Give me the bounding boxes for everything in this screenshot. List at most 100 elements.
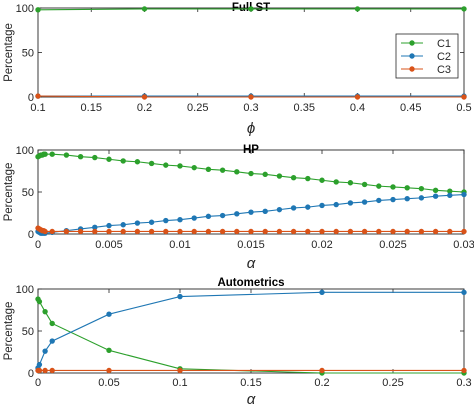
- data-point: [418, 185, 425, 192]
- data-point: [92, 228, 98, 235]
- data-point: [432, 228, 439, 235]
- data-point: [205, 228, 212, 235]
- data-point: [106, 222, 112, 229]
- series-C1: [35, 6, 467, 13]
- y-tick-label: 100: [16, 284, 34, 296]
- data-point: [276, 173, 283, 179]
- x-axis-label: α: [247, 391, 256, 408]
- data-point: [248, 6, 254, 12]
- legend-marker: [409, 40, 415, 46]
- y-tick-label: 0: [28, 368, 34, 380]
- data-point: [404, 185, 410, 191]
- data-point: [219, 167, 226, 173]
- data-point: [319, 367, 325, 374]
- data-point: [248, 170, 254, 177]
- data-point: [77, 228, 84, 235]
- x-tick-label: 0.5: [456, 102, 471, 114]
- data-point: [191, 215, 197, 221]
- data-point: [333, 179, 339, 185]
- data-point: [333, 201, 339, 208]
- data-point: [35, 93, 41, 99]
- x-tick-label: 0.35: [294, 102, 315, 114]
- data-point: [361, 228, 368, 235]
- data-point: [120, 158, 126, 164]
- data-point: [290, 228, 297, 235]
- legend-label: C3: [437, 64, 451, 76]
- data-point: [49, 367, 55, 374]
- data-point: [148, 160, 155, 167]
- data-point: [191, 228, 197, 235]
- data-point: [163, 162, 169, 168]
- data-point: [177, 293, 183, 300]
- data-point: [234, 211, 240, 217]
- series-C1: [35, 296, 467, 376]
- legend-marker: [409, 53, 415, 59]
- x-tick-label: 0.015: [237, 239, 265, 251]
- panel-1: Full ST0.1 0.15 0.2 0.25 0.3 0.35 0.4 0.45 0.505…: [3, 2, 472, 137]
- data-point: [376, 197, 382, 204]
- y-axis-label: Percentage: [3, 302, 15, 361]
- data-point: [106, 311, 112, 317]
- data-point: [262, 208, 268, 215]
- data-point: [234, 228, 240, 235]
- data-point: [354, 6, 361, 12]
- data-point: [49, 151, 55, 157]
- x-tick-label: 0: [35, 377, 41, 389]
- x-tick-label: 0.4: [350, 102, 365, 114]
- x-tick-label: 0.3: [456, 377, 471, 389]
- data-point: [390, 228, 396, 235]
- data-point: [42, 151, 48, 157]
- panel-3: Autometrics 0 0.05 0.1 0.15 0.2 0.25 0.3 0 50 100 α…: [3, 277, 472, 408]
- data-point: [361, 199, 368, 205]
- data-point: [106, 347, 112, 354]
- data-point: [234, 169, 240, 175]
- data-point: [141, 6, 148, 12]
- data-point: [432, 193, 439, 199]
- data-point: [347, 180, 354, 186]
- data-point: [120, 228, 126, 235]
- data-point: [390, 196, 396, 203]
- axes-box: [37, 149, 465, 235]
- data-point: [404, 228, 410, 235]
- axes-box: [37, 288, 465, 374]
- data-point: [141, 94, 148, 100]
- data-point: [305, 175, 311, 182]
- data-point: [361, 181, 368, 188]
- data-point: [262, 171, 268, 178]
- data-point: [49, 338, 55, 344]
- data-point: [205, 213, 212, 220]
- legend-item-C2: C2: [401, 51, 451, 63]
- data-point: [390, 184, 396, 190]
- x-tick-label: 0.2: [137, 102, 152, 114]
- data-point: [177, 217, 183, 223]
- data-point: [63, 228, 70, 235]
- x-tick-label: 0.15: [81, 102, 102, 114]
- data-point: [305, 204, 311, 210]
- data-point: [305, 228, 311, 235]
- data-point: [333, 228, 339, 235]
- data-point: [461, 289, 467, 296]
- x-tick-label: 0: [35, 239, 41, 251]
- data-point: [92, 154, 98, 161]
- legend-label: C2: [437, 51, 451, 63]
- panel-2: HP0 0.005 0.01 0.015 0.02 0.025 0.03050100αPer…: [3, 144, 474, 272]
- data-point: [148, 228, 155, 235]
- x-tick-label: 0.02: [311, 239, 332, 251]
- x-tick-label: 0.25: [187, 102, 208, 114]
- data-point: [106, 156, 112, 162]
- data-point: [42, 348, 48, 354]
- data-point: [461, 94, 467, 100]
- data-point: [134, 228, 141, 235]
- y-tick-label: 100: [16, 3, 34, 15]
- data-point: [191, 164, 197, 171]
- data-point: [418, 228, 425, 235]
- x-axis-label: ϕ: [247, 120, 255, 137]
- data-point: [347, 228, 354, 235]
- data-point: [148, 219, 155, 225]
- data-point: [404, 196, 410, 202]
- y-axis-label: Percentage: [3, 163, 15, 222]
- data-point: [77, 154, 84, 160]
- data-point: [461, 191, 467, 198]
- x-tick-label: 0.45: [400, 102, 421, 114]
- data-point: [42, 367, 48, 374]
